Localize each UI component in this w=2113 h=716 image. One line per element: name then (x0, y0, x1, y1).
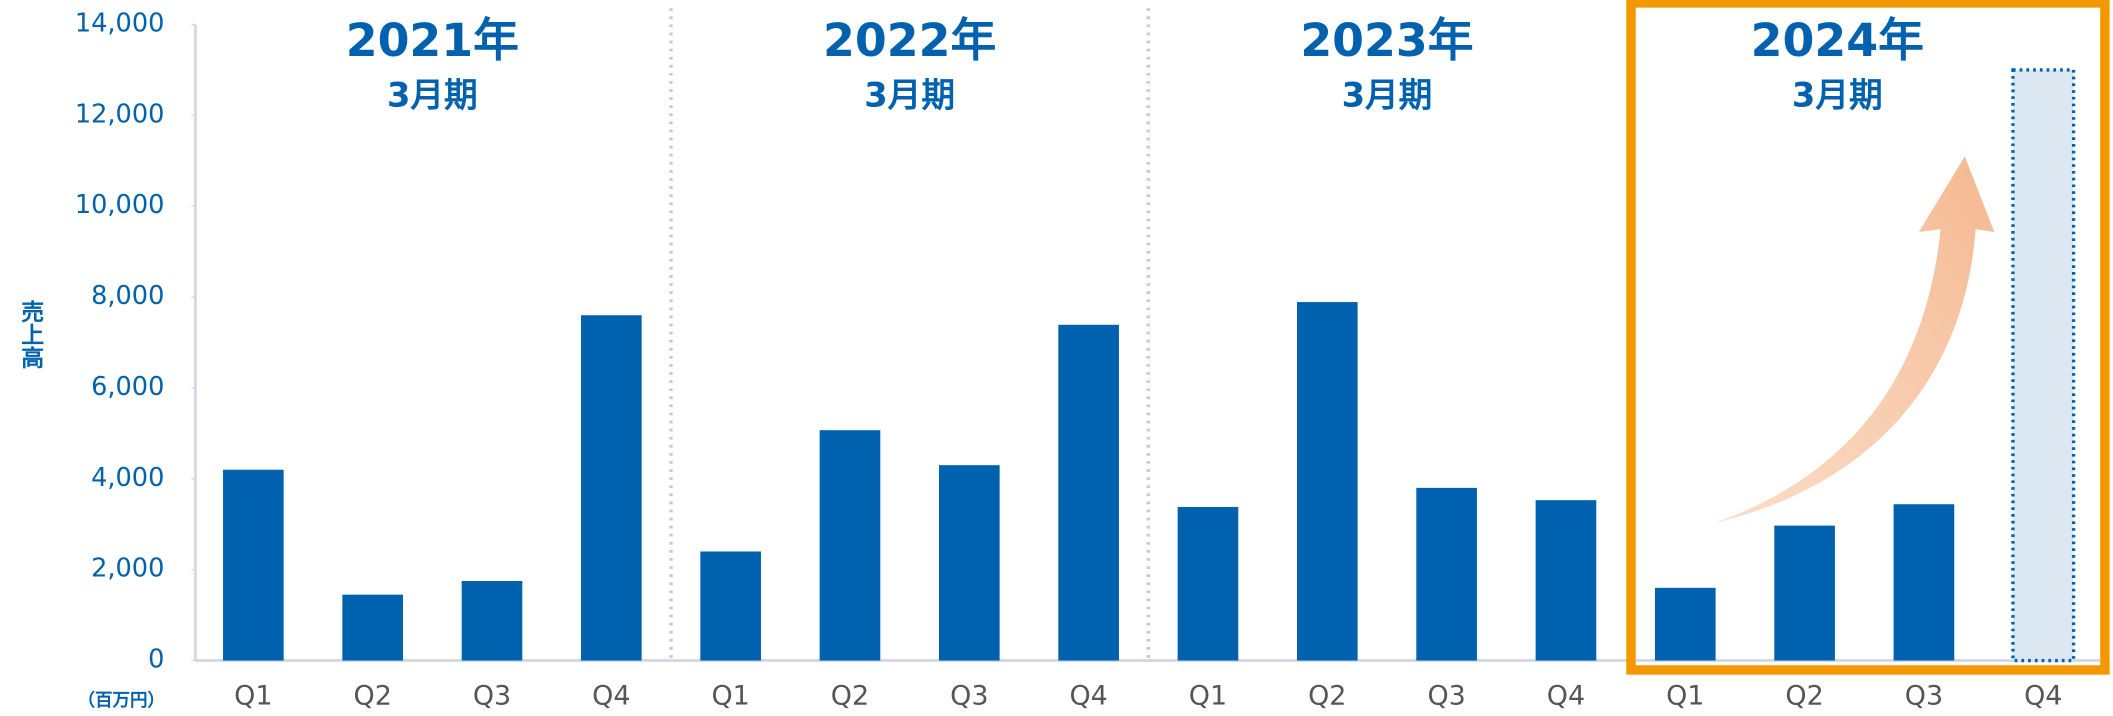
group-title: 2024年 (1751, 13, 1924, 67)
group-title: 2023年 (1300, 13, 1473, 67)
bar (461, 581, 523, 661)
bar (1774, 525, 1835, 661)
x-tick-label: Q4 (592, 680, 630, 711)
bar (1416, 487, 1477, 661)
unit-label: （百万円） (78, 690, 166, 711)
bar (1296, 302, 1358, 661)
y-axis-label: 売上高 (17, 300, 44, 369)
x-tick-label: Q2 (831, 680, 869, 711)
bar (1893, 504, 1955, 661)
growth-arrow (1714, 156, 1995, 524)
x-tick-label: Q2 (1308, 680, 1346, 711)
bar (223, 469, 284, 661)
x-tick-label: Q3 (1427, 680, 1465, 711)
bar (1654, 587, 1716, 661)
bar (819, 430, 881, 661)
group-subtitle: 3月期 (1342, 76, 1433, 115)
bar (342, 594, 403, 661)
y-tick-label: 14,000 (75, 8, 165, 38)
bar (938, 465, 1000, 661)
group-subtitle: 3月期 (864, 76, 955, 115)
y-tick-label: 6,000 (91, 372, 164, 402)
y-tick-label: 10,000 (75, 190, 165, 220)
x-tick-label: Q3 (473, 680, 511, 711)
x-tick-label: Q1 (234, 680, 272, 711)
x-tick-label: Q4 (2024, 680, 2062, 711)
bar (1177, 506, 1239, 661)
y-tick-label: 4,000 (91, 463, 164, 493)
bar (581, 315, 642, 661)
y-tick-label: 12,000 (75, 99, 165, 129)
x-tick-label: Q2 (354, 680, 392, 711)
estimated-bar (2011, 68, 2076, 663)
x-tick-label: Q1 (711, 680, 749, 711)
x-tick-label: Q1 (1189, 680, 1227, 711)
bar (1535, 500, 1597, 661)
bar (700, 551, 761, 661)
x-tick-label: Q2 (1785, 680, 1823, 711)
highlight-box (1626, 0, 2110, 675)
group-title: 2021年 (346, 13, 519, 67)
x-tick-label: Q3 (1905, 680, 1943, 711)
y-tick-label: 8,000 (91, 281, 164, 311)
group-title: 2022年 (823, 13, 996, 67)
y-tick-label: 0 (148, 645, 164, 675)
bar (1058, 324, 1119, 661)
x-tick-label: Q3 (950, 680, 988, 711)
x-tick-label: Q1 (1666, 680, 1704, 711)
y-tick-label: 2,000 (91, 554, 164, 584)
group-subtitle: 3月期 (387, 76, 478, 115)
x-tick-label: Q4 (1547, 680, 1585, 711)
x-tick-label: Q4 (1069, 680, 1107, 711)
group-subtitle: 3月期 (1792, 76, 1883, 115)
